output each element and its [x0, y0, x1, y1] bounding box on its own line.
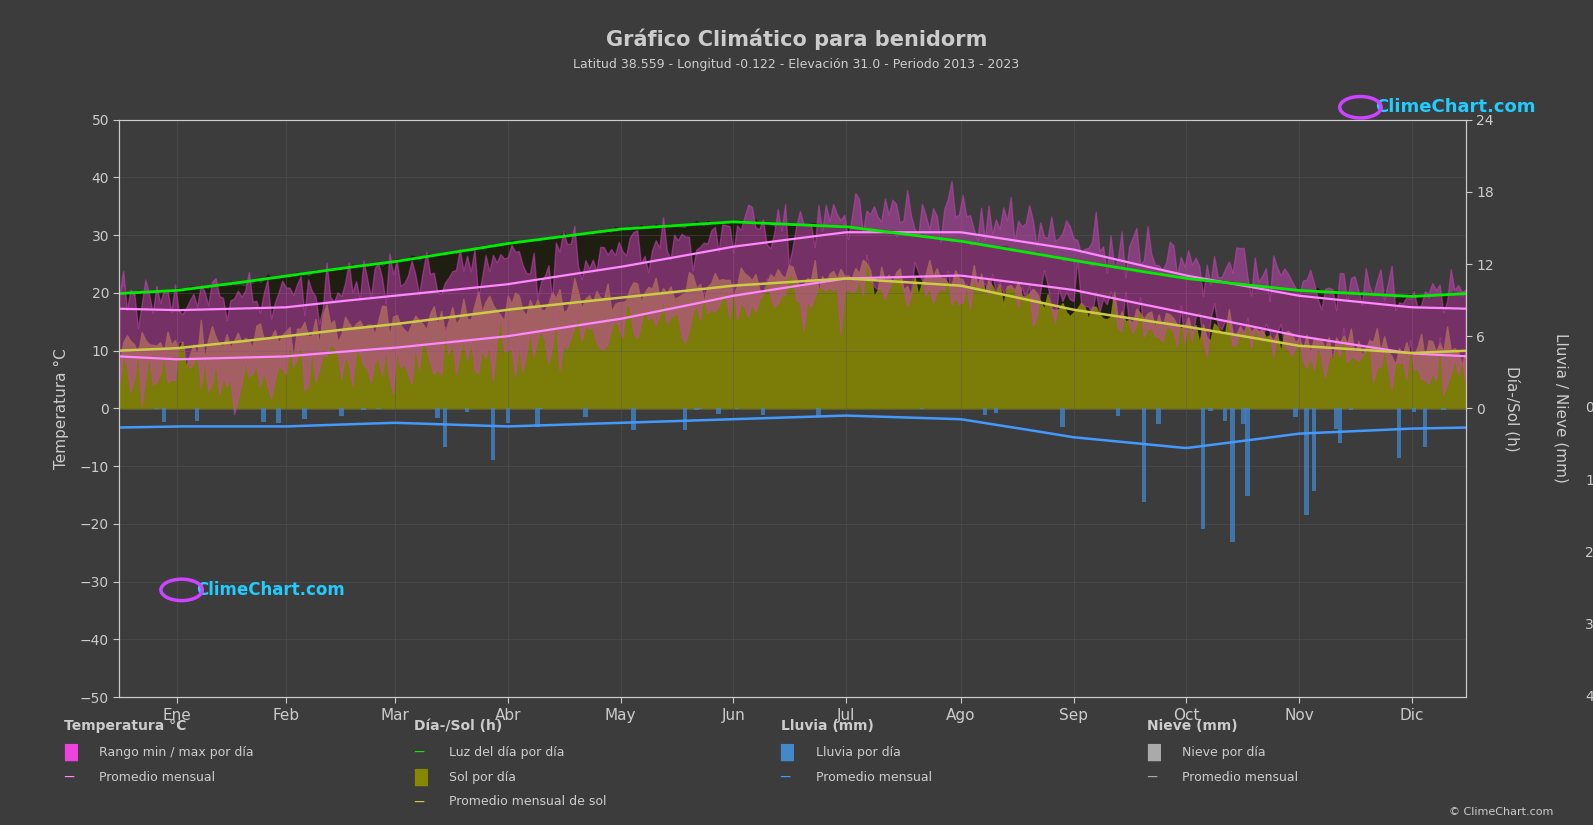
- Bar: [465, 408, 470, 412]
- Bar: [1311, 408, 1316, 491]
- Bar: [816, 408, 820, 416]
- Bar: [435, 408, 440, 418]
- Bar: [1207, 408, 1212, 412]
- Bar: [1223, 408, 1228, 422]
- Bar: [1338, 408, 1341, 443]
- Text: █: █: [781, 743, 793, 761]
- Bar: [535, 408, 540, 427]
- Bar: [1333, 408, 1338, 429]
- Text: Promedio mensual de sol: Promedio mensual de sol: [449, 795, 607, 808]
- Bar: [276, 408, 280, 422]
- Bar: [583, 408, 588, 417]
- Text: Luz del día por día: Luz del día por día: [449, 746, 566, 759]
- Bar: [1142, 408, 1145, 502]
- Text: 10: 10: [1585, 474, 1593, 488]
- Bar: [1423, 408, 1427, 446]
- Bar: [683, 408, 688, 430]
- Text: Gráfico Climático para benidorm: Gráfico Climático para benidorm: [605, 29, 988, 50]
- Bar: [443, 408, 448, 447]
- Bar: [983, 408, 988, 416]
- Bar: [695, 408, 699, 410]
- Bar: [1201, 408, 1206, 529]
- Text: © ClimeChart.com: © ClimeChart.com: [1448, 807, 1553, 817]
- Text: ClimeChart.com: ClimeChart.com: [1375, 98, 1536, 116]
- Y-axis label: Temperatura °C: Temperatura °C: [54, 348, 68, 469]
- Bar: [1305, 408, 1309, 515]
- Bar: [491, 408, 495, 460]
- Bar: [161, 408, 166, 422]
- Y-axis label: Día-/Sol (h): Día-/Sol (h): [1505, 365, 1520, 451]
- Bar: [717, 408, 720, 414]
- Text: ─: ─: [414, 745, 424, 760]
- Text: Nieve (mm): Nieve (mm): [1147, 719, 1238, 733]
- Bar: [1411, 408, 1416, 412]
- Text: Rango min / max por día: Rango min / max por día: [99, 746, 253, 759]
- Bar: [1115, 408, 1120, 416]
- Bar: [303, 408, 306, 419]
- Bar: [1246, 408, 1249, 497]
- Text: ─: ─: [1147, 770, 1157, 785]
- Text: Promedio mensual: Promedio mensual: [99, 771, 215, 784]
- Text: Día-/Sol (h): Día-/Sol (h): [414, 719, 502, 733]
- Text: Promedio mensual: Promedio mensual: [816, 771, 932, 784]
- Text: █: █: [1147, 743, 1160, 761]
- Bar: [194, 408, 199, 421]
- Text: ─: ─: [414, 794, 424, 809]
- Bar: [505, 408, 510, 423]
- Text: Sol por día: Sol por día: [449, 771, 516, 784]
- Text: Lluvia (mm): Lluvia (mm): [781, 719, 873, 733]
- Bar: [1157, 408, 1161, 423]
- Bar: [761, 408, 765, 415]
- Text: █: █: [64, 743, 76, 761]
- Text: ─: ─: [64, 770, 73, 785]
- Text: █: █: [414, 768, 427, 786]
- Bar: [1230, 408, 1235, 541]
- Text: ClimeChart.com: ClimeChart.com: [196, 581, 344, 599]
- Text: 20: 20: [1585, 546, 1593, 559]
- Bar: [1241, 408, 1246, 423]
- Bar: [1061, 408, 1064, 427]
- Bar: [1442, 408, 1445, 410]
- Bar: [362, 408, 366, 410]
- Bar: [1397, 408, 1402, 459]
- Text: ─: ─: [781, 770, 790, 785]
- Bar: [994, 408, 999, 412]
- Bar: [1294, 408, 1298, 417]
- Text: Lluvia por día: Lluvia por día: [816, 746, 900, 759]
- Bar: [261, 408, 266, 422]
- Text: Promedio mensual: Promedio mensual: [1182, 771, 1298, 784]
- Bar: [1349, 408, 1352, 410]
- Text: 0: 0: [1585, 402, 1593, 415]
- Bar: [631, 408, 636, 430]
- Bar: [339, 408, 344, 416]
- Text: 40: 40: [1585, 691, 1593, 704]
- Text: 30: 30: [1585, 618, 1593, 632]
- Y-axis label: Lluvia / Nieve (mm): Lluvia / Nieve (mm): [1553, 333, 1568, 483]
- Text: Latitud 38.559 - Longitud -0.122 - Elevación 31.0 - Periodo 2013 - 2023: Latitud 38.559 - Longitud -0.122 - Eleva…: [573, 58, 1020, 71]
- Text: Temperatura °C: Temperatura °C: [64, 719, 186, 733]
- Text: Nieve por día: Nieve por día: [1182, 746, 1265, 759]
